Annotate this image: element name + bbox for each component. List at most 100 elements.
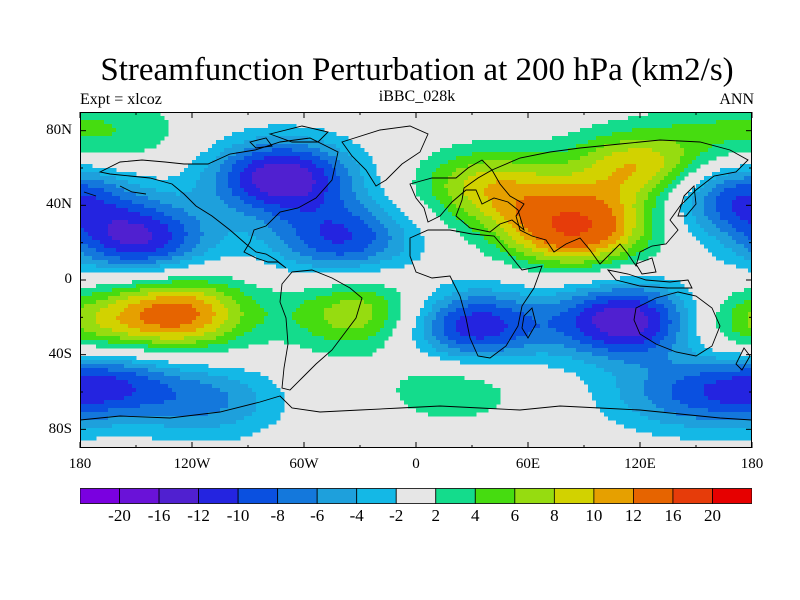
field-cell [312, 228, 317, 233]
field-cell [280, 244, 285, 249]
field-cell [84, 124, 89, 129]
field-cell [564, 216, 569, 221]
field-cell [580, 236, 585, 241]
field-cell [660, 196, 665, 201]
field-cell [280, 160, 285, 165]
field-cell [568, 244, 573, 249]
field-cell [672, 148, 677, 153]
field-cell [88, 112, 93, 117]
field-cell [528, 184, 533, 189]
field-cell [584, 220, 589, 225]
field-cell [272, 212, 277, 217]
field-cell [272, 240, 277, 245]
field-cell [584, 172, 589, 177]
field-cell [612, 228, 617, 233]
field-cell [300, 128, 305, 133]
field-cell [316, 176, 321, 181]
field-cell [328, 212, 333, 217]
field-cell [88, 204, 93, 209]
field-cell [576, 136, 581, 141]
field-cell [332, 232, 337, 237]
field-cell [224, 224, 229, 229]
field-cell [192, 220, 197, 225]
field-cell [260, 212, 265, 217]
field-cell [588, 184, 593, 189]
field-cell [512, 148, 517, 153]
field-cell [568, 236, 573, 241]
field-cell [680, 148, 685, 153]
field-cell [488, 204, 493, 209]
field-cell [140, 264, 145, 269]
field-cell [264, 260, 269, 265]
field-cell [216, 192, 221, 197]
field-cell [664, 168, 669, 173]
field-cell [668, 120, 673, 125]
field-cell [192, 208, 197, 213]
field-cell [304, 248, 309, 253]
field-cell [724, 176, 729, 181]
field-cell [600, 164, 605, 169]
field-cell [696, 188, 701, 193]
field-cell [372, 180, 377, 185]
field-cell [564, 172, 569, 177]
field-cell [748, 176, 752, 181]
field-cell [292, 196, 297, 201]
field-cell [532, 220, 537, 225]
field-cell [700, 204, 705, 209]
field-cell [184, 232, 189, 237]
field-cell [740, 144, 745, 149]
field-cell [416, 172, 421, 177]
field-cell [684, 220, 689, 225]
field-cell [728, 128, 733, 133]
field-cell [304, 180, 309, 185]
field-cell [552, 152, 557, 157]
field-cell [332, 248, 337, 253]
field-cell [544, 228, 549, 233]
field-cell [252, 232, 257, 237]
field-cell [216, 156, 221, 161]
field-cell [316, 180, 321, 185]
field-cell [100, 256, 105, 261]
field-cell [520, 240, 525, 245]
field-cell [260, 220, 265, 225]
field-cell [280, 264, 285, 269]
field-cell [104, 144, 109, 149]
field-cell [276, 216, 281, 221]
field-cell [548, 224, 553, 229]
field-cell [256, 240, 261, 245]
field-cell [84, 236, 89, 241]
field-cell [680, 176, 685, 181]
field-cell [248, 168, 253, 173]
field-cell [580, 212, 585, 217]
field-cell [140, 248, 145, 253]
field-cell [352, 232, 357, 237]
field-cell [400, 228, 405, 233]
field-cell [320, 256, 325, 261]
field-cell [584, 196, 589, 201]
field-cell [668, 188, 673, 193]
field-cell [188, 204, 193, 209]
field-cell [84, 212, 89, 217]
field-cell [332, 160, 337, 165]
field-cell [660, 200, 665, 205]
field-cell [184, 208, 189, 213]
field-cell [120, 248, 125, 253]
field-cell [108, 140, 113, 145]
field-cell [532, 252, 537, 257]
field-cell [176, 236, 181, 241]
field-cell [536, 140, 541, 145]
field-cell [320, 224, 325, 229]
field-cell [316, 132, 321, 137]
field-cell [732, 248, 737, 253]
field-cell [316, 260, 321, 265]
field-cell [208, 212, 213, 217]
field-cell [360, 236, 365, 241]
field-cell [272, 228, 277, 233]
field-cell [680, 160, 685, 165]
field-cell [84, 204, 89, 209]
field-cell [456, 144, 461, 149]
field-cell [356, 204, 361, 209]
field-cell [184, 204, 189, 209]
field-cell [700, 120, 705, 125]
field-cell [512, 240, 517, 245]
